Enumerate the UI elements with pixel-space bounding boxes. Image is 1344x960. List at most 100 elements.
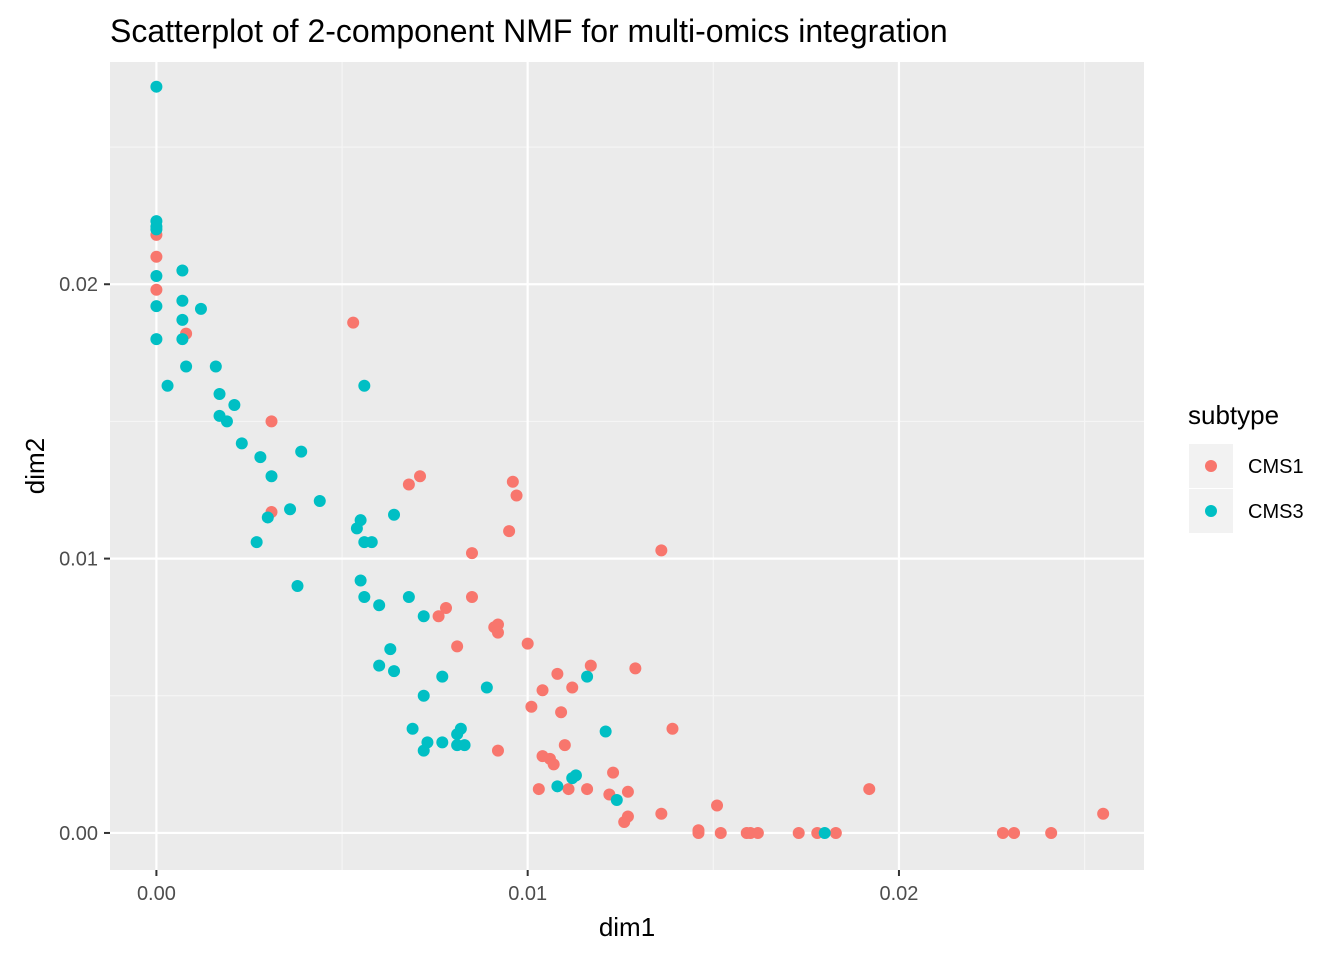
point-cms3 (261, 511, 274, 524)
chart-title: Scatterplot of 2-component NMF for multi… (110, 13, 948, 49)
legend-marker-cms3 (1205, 505, 1217, 517)
point-cms3 (373, 599, 386, 612)
point-cms3 (458, 739, 471, 752)
point-cms3 (313, 494, 326, 507)
point-cms1 (506, 475, 519, 488)
point-cms3 (220, 415, 233, 428)
point-cms1 (1045, 826, 1058, 839)
point-cms1 (751, 826, 764, 839)
point-cms3 (354, 574, 367, 587)
point-cms3 (176, 313, 189, 326)
point-cms1 (150, 283, 163, 296)
point-cms3 (451, 728, 464, 741)
point-cms3 (480, 681, 493, 694)
point-cms1 (432, 610, 445, 623)
point-cms3 (213, 387, 226, 400)
point-cms3 (373, 659, 386, 672)
point-cms1 (655, 807, 668, 820)
point-cms1 (618, 815, 631, 828)
point-cms3 (284, 503, 297, 516)
point-cms3 (566, 772, 579, 785)
point-cms3 (402, 591, 415, 604)
point-cms1 (555, 706, 568, 719)
point-cms1 (629, 662, 642, 675)
point-cms3 (150, 300, 163, 313)
point-cms1 (150, 250, 163, 263)
point-cms1 (562, 783, 575, 796)
point-cms1 (607, 766, 620, 779)
point-cms1 (584, 659, 597, 672)
point-cms3 (150, 223, 163, 236)
point-cms1 (1097, 807, 1110, 820)
point-cms3 (358, 591, 371, 604)
point-cms3 (176, 294, 189, 307)
point-cms1 (536, 684, 549, 697)
point-cms3 (291, 580, 304, 593)
point-cms3 (388, 665, 401, 678)
point-cms3 (436, 736, 449, 749)
point-cms1 (451, 640, 464, 653)
point-cms1 (440, 601, 453, 614)
point-cms3 (599, 725, 612, 738)
point-cms3 (150, 333, 163, 346)
y-tick-label: 0.00 (59, 823, 98, 845)
y-axis: 0.00 0.01 0.02 (59, 274, 110, 845)
point-cms3 (551, 780, 564, 793)
point-cms3 (406, 722, 419, 735)
point-cms1 (503, 525, 516, 538)
legend-label-cms1: CMS1 (1248, 456, 1304, 478)
x-tick-label: 0.01 (508, 883, 547, 905)
point-cms1 (621, 785, 634, 798)
data-points (150, 80, 1110, 839)
x-axis: 0.00 0.01 0.02 (137, 870, 918, 905)
point-cms1 (666, 722, 679, 735)
plot-panel (110, 62, 1144, 870)
point-cms1 (491, 626, 504, 639)
point-cms3 (180, 360, 193, 373)
point-cms1 (491, 744, 504, 757)
point-cms3 (176, 333, 189, 346)
point-cms1 (829, 826, 842, 839)
point-cms1 (996, 826, 1009, 839)
point-cms3 (295, 445, 308, 458)
y-tick-label: 0.01 (59, 549, 98, 571)
point-cms3 (250, 536, 263, 549)
point-cms1 (510, 489, 523, 502)
x-tick-label: 0.00 (137, 883, 176, 905)
point-cms1 (551, 667, 564, 680)
x-axis-title: dim1 (599, 912, 655, 942)
minor-gridlines (110, 62, 1144, 870)
legend-label-cms3: CMS3 (1248, 501, 1304, 523)
point-cms1 (521, 637, 534, 650)
point-cms3 (235, 437, 248, 450)
point-cms1 (558, 739, 571, 752)
point-cms3 (581, 670, 594, 683)
point-cms3 (436, 670, 449, 683)
point-cms1 (532, 783, 545, 796)
point-cms3 (384, 643, 397, 656)
legend-marker-cms1 (1205, 460, 1217, 472)
point-cms1 (792, 826, 805, 839)
point-cms3 (150, 270, 163, 283)
point-cms3 (228, 398, 241, 411)
point-cms1 (414, 470, 427, 483)
point-cms3 (417, 689, 430, 702)
y-axis-title: dim2 (20, 438, 50, 494)
point-cms1 (1008, 826, 1021, 839)
point-cms1 (465, 547, 478, 560)
point-cms1 (547, 758, 560, 771)
point-cms3 (417, 744, 430, 757)
point-cms1 (465, 591, 478, 604)
point-cms1 (863, 783, 876, 796)
point-cms1 (491, 618, 504, 631)
point-cms1 (347, 316, 360, 329)
point-cms1 (402, 478, 415, 491)
point-cms1 (525, 700, 538, 713)
legend: subtype CMS1 CMS3 (1188, 400, 1304, 533)
point-cms3 (818, 826, 831, 839)
point-cms1 (581, 783, 594, 796)
point-cms3 (265, 470, 278, 483)
point-cms3 (161, 379, 174, 392)
point-cms1 (692, 824, 705, 837)
